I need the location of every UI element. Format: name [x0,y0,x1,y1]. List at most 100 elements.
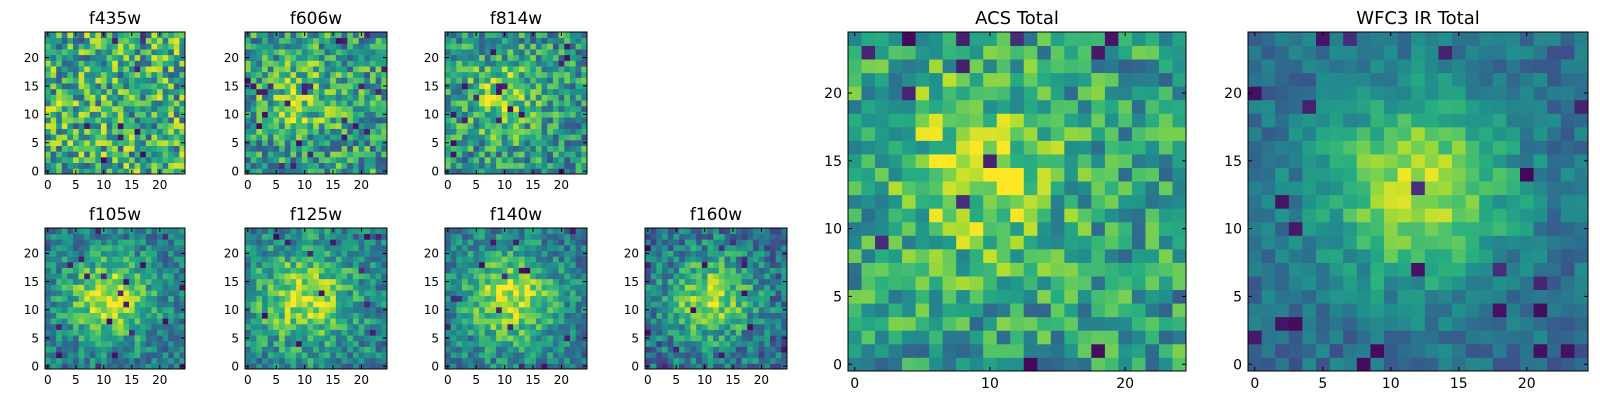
heatmap-cell [496,256,503,263]
heatmap-cell [245,323,252,330]
heatmap-cell [747,306,754,313]
heatmap-cell [650,318,657,325]
heatmap-cell [134,37,141,44]
heatmap-cell [301,352,308,359]
heatmap-cell [650,346,657,353]
heatmap-cells [848,32,1187,372]
heatmap-cell [250,117,257,124]
heatmap-cell [67,239,74,246]
heatmap-cell [67,284,74,291]
heatmap-cell [45,88,51,95]
heatmap-cell [462,346,469,353]
heatmap-cell [358,290,365,297]
heatmap-cell [473,111,480,118]
heatmap-cell [145,329,152,336]
heatmap-cell [490,151,497,158]
heatmap-cell [301,295,308,302]
heatmap-cell [535,323,542,330]
heatmap-cells [45,32,186,175]
heatmap-cell [157,233,163,240]
heatmap-cell [673,290,680,297]
heatmap-cell [369,32,377,39]
heatmap-cell [450,111,457,118]
heatmap-cell [129,244,135,251]
heatmap-cell [1077,167,1092,182]
heatmap-cell [530,151,537,158]
heatmap-cell [112,363,119,370]
heatmap-cell [84,273,91,280]
heatmap-cell [575,256,582,263]
heatmap-cell [375,244,382,251]
heatmap-cell [656,244,663,251]
heatmap-cell [279,94,286,101]
heatmap-cell [490,290,497,297]
heatmap-cell [290,60,297,67]
heatmap-cell [581,100,588,107]
heatmap-cell [684,273,691,280]
heatmap-cell [462,256,469,263]
heatmap-cell [915,154,930,168]
heatmap-cell [162,295,169,302]
heatmap-cell [375,346,382,353]
heatmap-cell [479,162,486,169]
heatmap-cell [375,54,382,61]
heatmap-cell [888,221,903,236]
heatmap-cell [173,284,180,291]
heatmap-cell [290,363,297,370]
heatmap-cell [134,250,141,257]
heatmap-cell [535,117,542,124]
heatmap-cell [684,233,691,240]
heatmap-cell [162,290,169,297]
heatmap-cell [781,261,788,268]
heatmap-cell [983,330,998,345]
heatmap-cell [307,278,314,285]
heatmap-cell [95,318,102,325]
heatmap-cell [445,261,452,268]
heatmap-cell [513,49,520,56]
heatmap-cell [535,261,542,268]
heatmap-cell [61,122,68,129]
heatmap-cell [530,323,537,330]
heatmap-cell [290,306,297,313]
heatmap-cell [667,261,674,268]
heatmap-cell [490,312,497,319]
heatmap-cell [245,66,252,73]
heatmap-cell [1091,167,1106,182]
heatmap-cell [162,122,169,129]
axes-frame [444,31,588,175]
heatmap-cell [552,357,559,364]
heatmap-cell [456,134,463,141]
heatmap-cell [313,323,320,330]
heatmap-cell [496,77,503,84]
heatmap-cell [67,261,74,268]
heatmap-cell [56,156,63,164]
heatmap-cell [530,77,537,84]
heatmap-cell [245,261,252,268]
heatmap-cell [673,267,680,274]
heatmap-cell [284,295,291,302]
heatmap-cell [541,162,548,169]
heatmap-cell [129,323,135,330]
heatmap-cell [490,318,497,325]
heatmap-cell [307,117,314,124]
heatmap-cell [575,94,582,101]
heatmap-cell [667,239,674,246]
heatmap-cell [78,228,85,235]
heatmap-cell [713,278,720,285]
heatmap-cell [501,60,508,67]
heatmap-cell [364,94,371,101]
heatmap-cell [375,168,382,175]
heatmap-cell [73,278,79,285]
heatmap-cell [707,284,714,291]
heatmap-cell [151,295,158,302]
heatmap-cell [78,239,85,246]
y-tick-label: 10 [424,303,439,317]
heatmap-cell [575,111,582,118]
heatmap-cell [507,301,514,308]
heatmap-cell [284,346,291,353]
heatmap-cell [168,83,175,90]
heatmap-cell [530,318,537,325]
heatmap-cell [569,122,577,129]
heatmap-cell [173,312,180,319]
heatmap-cell [1104,235,1119,250]
